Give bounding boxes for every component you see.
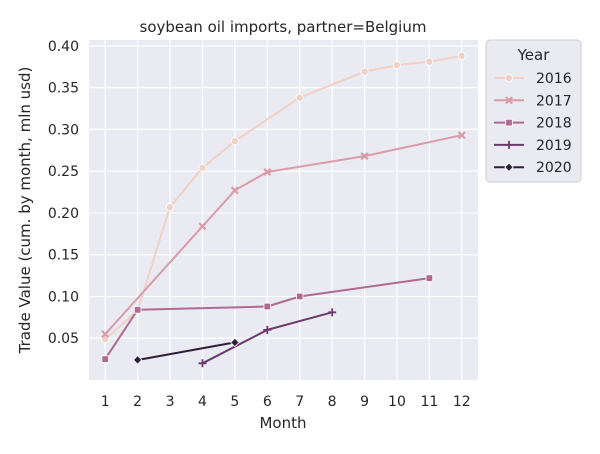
- data-point-2017: [457, 131, 466, 140]
- tick-labels: 1 2 3 4 5 6 7 8 9 10 11 120.050.100.150.200.250.300…: [48, 39, 471, 410]
- data-point-2016: [360, 67, 369, 76]
- data-point-2020: [230, 337, 240, 348]
- x-tick-label: 5: [230, 394, 239, 410]
- data-point-2016: [295, 93, 304, 102]
- legend-marker: [505, 118, 513, 127]
- y-tick-label: 0.20: [48, 206, 79, 222]
- data-point-2018: [296, 292, 304, 301]
- x-tick-label: 11: [420, 394, 438, 410]
- x-tick-label: 9: [360, 394, 369, 410]
- plot-area: [89, 40, 478, 380]
- x-tick-label: 7: [295, 394, 304, 410]
- legend-label: 2019: [536, 138, 572, 154]
- legend-item-2019: 2019: [494, 138, 572, 154]
- series-2020: [132, 337, 240, 365]
- legend-item-2017: 2017: [494, 93, 572, 109]
- y-tick-label: 0.25: [48, 164, 79, 180]
- y-tick-label: 0.35: [48, 81, 79, 97]
- data-point-2018: [425, 274, 434, 282]
- series-line-2017: [104, 134, 463, 336]
- series-line-2016: [104, 54, 463, 341]
- data-point-2018: [133, 306, 142, 314]
- x-tick-label: 10: [388, 394, 406, 410]
- series-2017: [101, 131, 466, 339]
- y-tick-label: 0.10: [48, 289, 79, 305]
- series-line-2020: [136, 341, 236, 361]
- data-point-2019: [198, 359, 207, 368]
- x-tick-label: 4: [198, 394, 207, 410]
- legend-marker: [505, 96, 513, 105]
- y-tick-label: 0.30: [48, 122, 79, 138]
- data-point-2016: [166, 203, 175, 212]
- data-point-2019: [328, 308, 337, 317]
- y-tick-label: 0.05: [48, 331, 79, 347]
- y-axis-label: Trade Value (cum. by month, mln usd): [16, 67, 34, 355]
- y-tick-label: 0.15: [48, 248, 79, 264]
- x-tick-label: 3: [166, 394, 175, 410]
- legend-label: 2020: [536, 160, 572, 176]
- legend-title: Year: [517, 46, 551, 64]
- data-point-2016: [198, 163, 207, 172]
- legend-label: 2018: [536, 116, 572, 132]
- data-point-2016: [392, 61, 401, 70]
- data-point-2018: [263, 302, 271, 311]
- legend-item-2016: 2016: [494, 71, 572, 87]
- data-point-2017: [198, 222, 207, 231]
- data-point-2016: [457, 51, 466, 60]
- x-tick-label: 1: [101, 394, 110, 410]
- data-point-2018: [101, 355, 109, 363]
- x-tick-label: 2: [133, 394, 142, 410]
- x-tick-label: 12: [453, 394, 471, 410]
- data-point-2017: [263, 168, 272, 176]
- legend-marker: [504, 162, 514, 172]
- legend-label: 2017: [536, 93, 572, 109]
- data-point-2016: [230, 137, 239, 146]
- series-2018: [101, 274, 434, 363]
- grid-lines: [89, 40, 478, 380]
- series-2019: [198, 308, 337, 368]
- data-point-2020: [132, 355, 143, 365]
- x-tick-label: 6: [263, 394, 272, 410]
- data-point-2017: [360, 152, 369, 161]
- legend-marker: [505, 140, 513, 149]
- legend-item-2018: 2018: [494, 116, 572, 132]
- chart-title: soybean oil imports, partner=Belgium: [140, 18, 427, 36]
- legend: Year 2016 2017 2018 2019 2020: [485, 39, 582, 183]
- data-point-2019: [263, 325, 272, 334]
- legend-item-2020: 2020: [494, 160, 572, 176]
- x-tick-label: 8: [328, 394, 337, 410]
- data-point-2017: [230, 186, 239, 195]
- x-axis-label: Month: [259, 414, 306, 432]
- legend-marker: [504, 74, 513, 83]
- data-point-2017: [101, 330, 110, 339]
- legend-label: 2016: [536, 71, 572, 87]
- y-tick-label: 0.40: [48, 39, 79, 55]
- data-point-2016: [425, 57, 434, 66]
